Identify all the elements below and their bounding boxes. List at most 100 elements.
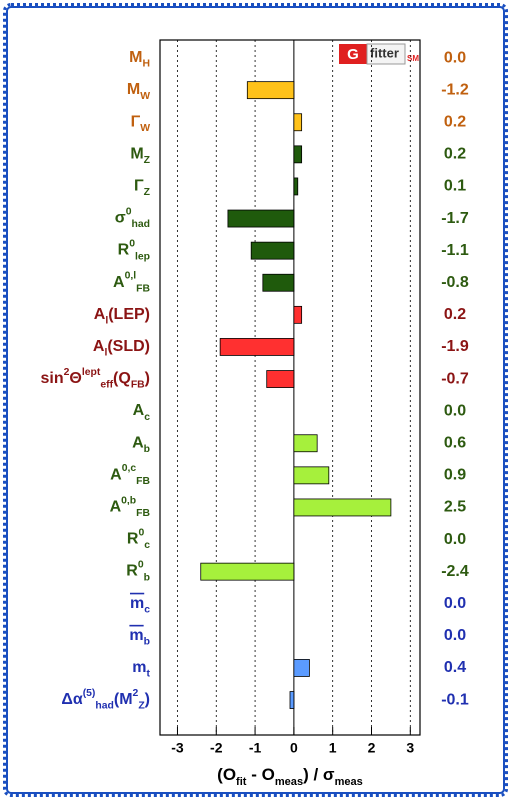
label-part: 0,c	[122, 463, 137, 474]
label-part: M	[130, 146, 143, 163]
label-part: 0	[126, 206, 132, 217]
label-part: (M	[114, 691, 133, 708]
label-part: 0,b	[121, 495, 136, 506]
label: Ab	[132, 434, 150, 454]
label-part: 0	[138, 559, 144, 570]
label: MH	[129, 49, 150, 69]
label-part: R	[118, 242, 130, 259]
label-part: (SLD)	[107, 338, 150, 355]
label-part: Γ	[131, 113, 141, 130]
label: MW	[127, 81, 150, 101]
label: A0,c FB	[110, 463, 150, 487]
label-part: lep	[135, 251, 150, 262]
label-part: (O	[217, 765, 236, 784]
value-label: -0.8	[441, 274, 469, 291]
label-part: meas	[275, 776, 303, 788]
logo-box	[339, 44, 367, 64]
label: mc	[130, 595, 150, 615]
label-part: Δα	[61, 691, 83, 708]
label-part: fit	[236, 776, 247, 788]
x-tick-label: 2	[368, 740, 376, 756]
label-part: c	[144, 540, 150, 551]
value-label: 0.2	[444, 113, 466, 130]
x-tick-label: 0	[290, 740, 298, 756]
label-part: A	[110, 499, 122, 516]
logo-name: fitter	[370, 45, 399, 60]
label: Ac	[133, 402, 151, 422]
label-part: M	[127, 81, 140, 98]
label-part: R	[126, 563, 138, 580]
bar	[219, 338, 295, 356]
bar	[293, 177, 299, 196]
label-part: c	[144, 412, 150, 423]
frame	[3, 3, 508, 797]
label-part: had	[95, 700, 113, 711]
label-part: FB	[131, 379, 145, 390]
bar	[293, 305, 303, 324]
label-part: A	[93, 338, 105, 355]
label-part: 0	[129, 238, 135, 249]
label-part: 2	[133, 688, 139, 699]
value-label: 0.9	[444, 467, 466, 484]
value-label: -0.1	[441, 691, 469, 708]
label: Al(SLD)	[93, 338, 150, 358]
label-part: ) / σ	[303, 765, 335, 784]
bar	[293, 498, 392, 517]
label: mt	[132, 659, 150, 679]
label-part: (LEP)	[108, 306, 150, 323]
x-tick-label: 3	[406, 740, 414, 756]
label: R0b	[126, 559, 150, 583]
label-part: 2	[64, 367, 70, 378]
bar	[262, 273, 295, 292]
label: A0,l FB	[113, 270, 150, 294]
label: R0c	[127, 527, 150, 551]
label-part: R	[127, 531, 139, 548]
label-part: M	[129, 49, 142, 66]
label: σ0had	[115, 206, 150, 230]
label-part: σ	[115, 210, 126, 227]
label-part: b	[144, 444, 150, 455]
label-part: A	[94, 306, 106, 323]
value-label: -0.7	[441, 370, 469, 387]
value-label: -1.9	[441, 338, 469, 355]
value-label: -1.1	[441, 242, 469, 259]
label-part: t	[147, 668, 151, 679]
logo-g: G	[347, 46, 359, 63]
bar	[293, 659, 310, 677]
label-part: Θ	[69, 370, 81, 387]
bar	[293, 113, 303, 132]
bar	[293, 145, 303, 164]
label-part: A	[132, 434, 144, 451]
label-part: A	[110, 467, 122, 484]
label-part: H	[142, 58, 150, 69]
value-label: 0.4	[444, 659, 466, 676]
value-label: -1.2	[441, 81, 469, 98]
label: A0,bFB	[110, 495, 151, 519]
label-part: l	[105, 315, 108, 326]
value-label: 0.6	[444, 434, 466, 451]
value-label: -2.4	[441, 563, 469, 580]
bar	[227, 209, 295, 228]
label-part: (Q	[113, 370, 131, 387]
label-part: 0,l	[125, 270, 137, 281]
value-label: 0.2	[444, 146, 466, 163]
label-part: W	[140, 91, 150, 102]
label-part: b	[144, 572, 150, 583]
label: Δα(5)had(M2Z)	[61, 688, 150, 712]
value-label: 2.5	[444, 499, 466, 516]
bar	[293, 434, 318, 453]
value-label: 0.0	[444, 402, 466, 419]
x-tick-label: -1	[249, 740, 262, 756]
label: Al(LEP)	[94, 306, 150, 326]
label-part: meas	[335, 776, 363, 788]
label: MZ	[130, 146, 150, 166]
label-part: m	[132, 659, 146, 676]
label-part: )	[145, 691, 150, 708]
label-part: sin	[40, 370, 63, 387]
label-part: l	[104, 347, 107, 358]
label-part: FB	[136, 508, 150, 519]
logo-frame	[366, 43, 406, 65]
bar	[289, 691, 295, 709]
label-part: Z	[144, 187, 151, 198]
